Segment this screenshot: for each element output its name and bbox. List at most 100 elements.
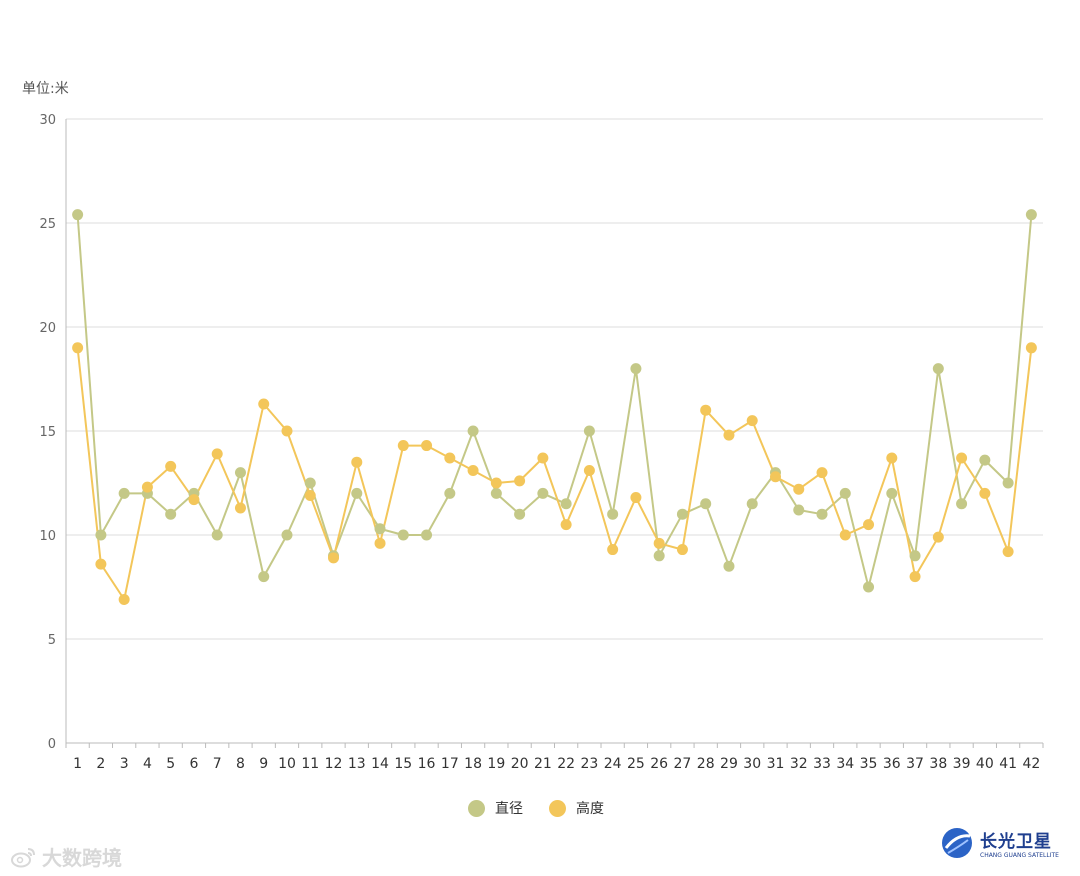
series-2-point <box>514 475 526 487</box>
series-2-point <box>560 519 572 531</box>
x-tick-label: 7 <box>213 756 222 772</box>
series-1-point <box>281 529 293 541</box>
series-2-point <box>956 452 968 464</box>
series-2-point <box>1025 342 1037 354</box>
series-2-point <box>839 529 851 541</box>
series-2-point <box>397 440 409 452</box>
series-2-point <box>188 494 200 506</box>
x-tick-label: 27 <box>674 756 692 772</box>
y-tick-label: 25 <box>39 217 56 232</box>
x-tick-label: 15 <box>394 756 412 772</box>
x-tick-label: 22 <box>557 756 575 772</box>
series-2-point <box>863 519 875 531</box>
x-tick-label: 6 <box>189 756 198 772</box>
legend-marker-diameter <box>468 799 485 817</box>
series-1-point <box>583 425 595 437</box>
legend-item-diameter[interactable]: 直径 <box>468 798 523 818</box>
x-tick-label: 40 <box>976 756 994 772</box>
series-1-point <box>979 454 991 466</box>
x-tick-label: 20 <box>511 756 529 772</box>
series-1-point <box>118 487 130 499</box>
series-2-point <box>118 593 130 605</box>
legend-label-height: 高度 <box>576 801 604 817</box>
series-2-point <box>72 342 84 354</box>
watermark-right: 长光卫星 CHANG GUANG SATELLITE <box>940 826 1059 860</box>
x-tick-label: 34 <box>836 756 854 772</box>
series-1-point <box>909 550 921 562</box>
series-2-point <box>95 558 107 570</box>
series-2-point <box>258 398 270 410</box>
series-2-point <box>444 452 456 464</box>
series-1-point <box>630 363 642 375</box>
series-line-2 <box>76 347 1033 601</box>
series-1-point <box>72 209 84 221</box>
x-tick-label: 41 <box>999 756 1017 772</box>
series-2-point <box>769 471 781 483</box>
x-tick-label: 30 <box>743 756 761 772</box>
y-tick-label: 20 <box>39 321 56 336</box>
x-tick-label: 37 <box>906 756 924 772</box>
series-1-point <box>886 487 898 499</box>
watermark-left: 大数跨境 <box>10 842 122 871</box>
series-1-point <box>537 487 549 499</box>
series-2-point <box>328 552 340 564</box>
x-tick-label: 1 <box>73 756 82 772</box>
series-1-point <box>397 529 409 541</box>
series-1-point <box>956 498 968 510</box>
series-2-point <box>793 483 805 495</box>
x-tick-label: 10 <box>278 756 296 772</box>
series-1-point <box>490 487 502 499</box>
series-1-point <box>932 363 944 375</box>
x-tick-label: 39 <box>953 756 971 772</box>
y-axis-unit-label: 单位:米 <box>22 81 69 97</box>
x-tick-label: 26 <box>650 756 668 772</box>
series-2-point <box>304 489 316 501</box>
watermark-right-text: 长光卫星 <box>980 832 1052 852</box>
series-1-point <box>723 560 735 572</box>
series-1-point <box>514 508 526 520</box>
x-tick-label: 19 <box>487 756 505 772</box>
series-2-point <box>746 415 758 427</box>
x-tick-label: 8 <box>236 756 245 772</box>
series-2-point <box>723 429 735 441</box>
y-tick-label: 5 <box>48 633 56 648</box>
series-1-point <box>676 508 688 520</box>
y-tick-label: 15 <box>39 425 56 440</box>
series-1-point <box>746 498 758 510</box>
series-1-point <box>165 508 177 520</box>
series-2-point <box>490 477 502 489</box>
x-tick-label: 42 <box>1022 756 1040 772</box>
series-2-point <box>630 492 642 504</box>
satellite-logo-icon <box>942 828 972 858</box>
series-2-point <box>281 425 293 437</box>
series-2-point <box>537 452 549 464</box>
x-tick-label: 4 <box>143 756 152 772</box>
series-1-point <box>304 477 316 489</box>
series-1-point <box>816 508 828 520</box>
watermark-right-subtext: CHANG GUANG SATELLITE <box>980 852 1059 859</box>
series-2-point <box>1002 546 1014 558</box>
x-tick-label: 32 <box>790 756 808 772</box>
x-tick-label: 14 <box>371 756 389 772</box>
legend-item-height[interactable]: 高度 <box>549 798 604 818</box>
series-1-point <box>1002 477 1014 489</box>
x-tick-label: 33 <box>813 756 831 772</box>
series-2-point <box>211 448 223 460</box>
series-1-point <box>234 467 246 479</box>
series-1-point <box>211 529 223 541</box>
weibo-icon <box>11 847 35 867</box>
x-tick-label: 23 <box>580 756 598 772</box>
series-2-point <box>653 537 665 549</box>
series-2-point <box>141 481 153 493</box>
series-1-point <box>421 529 433 541</box>
series-2-point <box>676 544 688 556</box>
series-1-point <box>607 508 619 520</box>
chart-legend: 直径 高度 <box>468 798 604 818</box>
series-1-point <box>560 498 572 510</box>
series-2-point <box>165 460 177 472</box>
series-1-point <box>444 487 456 499</box>
series-2-point <box>909 571 921 583</box>
series-2-point <box>583 465 595 477</box>
series-2-point <box>374 537 386 549</box>
y-tick-label: 0 <box>48 737 56 752</box>
